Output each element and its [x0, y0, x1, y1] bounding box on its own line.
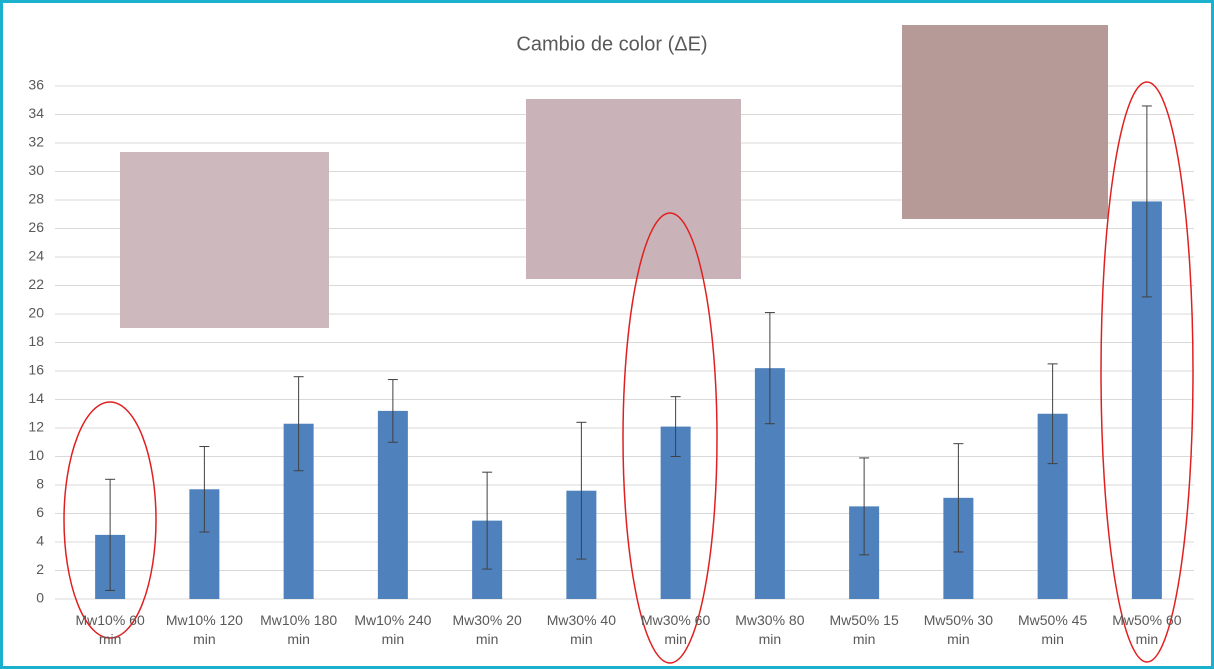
y-tick-label: 10	[28, 447, 44, 463]
y-tick-label: 34	[28, 105, 44, 121]
x-tick-label: Mw30% 80 min	[723, 611, 817, 649]
y-tick-label: 0	[36, 590, 44, 606]
photo	[526, 99, 741, 279]
y-tick-label: 6	[36, 504, 44, 520]
y-tick-label: 18	[28, 333, 44, 349]
y-tick-label: 32	[28, 134, 44, 150]
x-tick-label: Mw10% 120 min	[157, 611, 251, 649]
y-tick-label: 14	[28, 390, 44, 406]
x-tick-label: Mw50% 45 min	[1006, 611, 1100, 649]
x-tick-label: Mw50% 30 min	[911, 611, 1005, 649]
x-tick-label: Mw30% 20 min	[440, 611, 534, 649]
x-tick-label: Mw30% 60 min	[629, 611, 723, 649]
y-tick-label: 28	[28, 191, 44, 207]
page: Cambio de color (ΔE) 0246810121416182022…	[0, 0, 1214, 669]
y-tick-label: 26	[28, 219, 44, 235]
y-tick-label: 30	[28, 162, 44, 178]
chart: Cambio de color (ΔE) 0246810121416182022…	[0, 0, 1214, 669]
photo	[902, 25, 1108, 219]
x-tick-label: Mw10% 240 min	[346, 611, 440, 649]
x-tick-label: Mw10% 60 min	[63, 611, 157, 649]
chart-title: Cambio de color (ΔE)	[516, 33, 707, 55]
photo	[120, 152, 329, 328]
y-tick-label: 12	[28, 419, 44, 435]
y-tick-label: 20	[28, 305, 44, 321]
y-tick-label: 8	[36, 476, 44, 492]
x-tick-label: Mw50% 15 min	[817, 611, 911, 649]
y-tick-label: 24	[28, 248, 44, 264]
y-tick-label: 16	[28, 362, 44, 378]
y-tick-label: 36	[28, 77, 44, 93]
x-tick-label: Mw30% 40 min	[534, 611, 628, 649]
y-tick-label: 22	[28, 276, 44, 292]
y-tick-label: 2	[36, 561, 44, 577]
x-tick-label: Mw10% 180 min	[252, 611, 346, 649]
x-tick-label: Mw50% 60 min	[1100, 611, 1194, 649]
y-tick-label: 4	[36, 533, 44, 549]
